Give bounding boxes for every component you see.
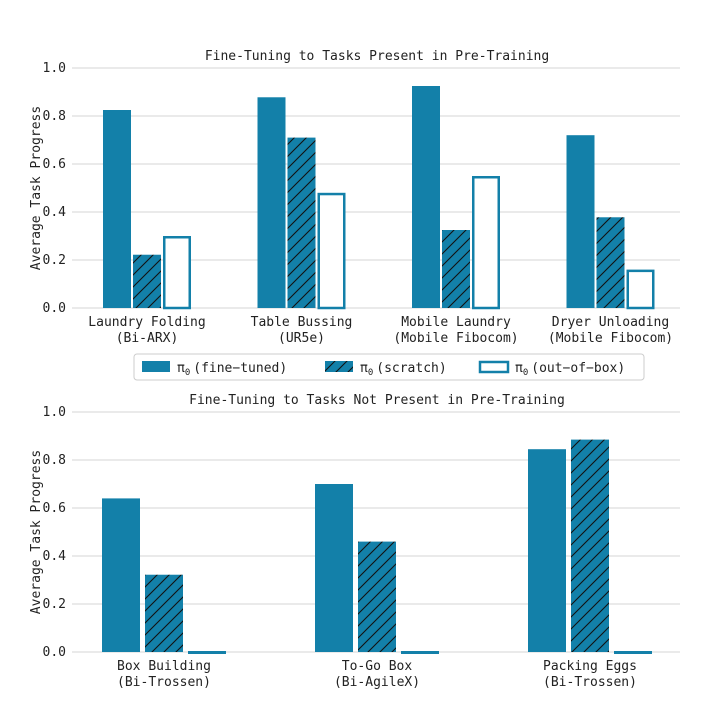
- bottom-bar-hatched: [145, 574, 183, 652]
- bottom-ytick-label: 0.8: [43, 453, 66, 468]
- top-category-label: (Mobile Fibocom): [548, 331, 673, 346]
- top-ytick-label: 0.0: [43, 301, 66, 316]
- bottom-bar-solid: [102, 498, 140, 652]
- top-category-label: Dryer Unloading: [552, 315, 669, 330]
- bottom-ytick-label: 1.0: [43, 405, 66, 420]
- bottom-category-label: Box Building: [117, 659, 211, 674]
- top-y-axis-label: Average Task Progress: [29, 106, 44, 270]
- bottom-ytick-label: 0.6: [43, 501, 66, 516]
- top-category-label: (Bi-ARX): [116, 331, 179, 346]
- bottom-category-label: Packing Eggs: [543, 659, 637, 674]
- bottom-ytick-label: 0.4: [43, 549, 67, 564]
- legend-swatch-scratch: [325, 361, 353, 372]
- legend: π0 (fine−tuned) π0 (scratch) π0 (out−of−box…: [133, 353, 645, 381]
- top-bar-outline: [163, 236, 191, 310]
- legend-label-fine-tuned: π0 (fine−tuned): [177, 361, 287, 378]
- bottom-category-label: (Bi-Trossen): [117, 675, 211, 690]
- top-bar-outline: [626, 269, 655, 310]
- chart-top-title: Fine-Tuning to Tasks Present in Pre-Trai…: [205, 49, 549, 64]
- chart-bottom: Fine-Tuning to Tasks Not Present in Pre-…: [29, 393, 680, 690]
- legend-label-scratch: π0 (scratch): [360, 361, 447, 378]
- top-ytick-label: 0.2: [43, 253, 66, 268]
- top-category-label: Table Bussing: [251, 315, 353, 330]
- top-category-label: (Mobile Fibocom): [393, 331, 518, 346]
- bottom-category-label: (Bi-AgileX): [334, 675, 420, 690]
- chart-bottom-plot: 0.0 0.2 0.4 0.6 0.8 1.0 Average Task Progress B…: [29, 405, 680, 690]
- bottom-bar-outline: [401, 651, 439, 654]
- top-bar-outline: [472, 176, 500, 310]
- chart-bottom-title: Fine-Tuning to Tasks Not Present in Pre-…: [189, 393, 565, 408]
- top-bar-hatched: [596, 217, 625, 308]
- top-ytick-label: 0.8: [43, 109, 66, 124]
- bottom-bar-hatched: [358, 541, 396, 652]
- bottom-category-label: (Bi-Trossen): [543, 675, 637, 690]
- top-category-label: Mobile Laundry: [401, 315, 511, 330]
- top-bar-solid: [412, 86, 440, 308]
- top-bar-solid: [257, 97, 286, 308]
- top-category-label: Laundry Folding: [88, 315, 205, 330]
- chart-top-plot: 0.0 0.2 0.4 0.6 0.8 1.0 Average Task Progress L…: [29, 61, 680, 346]
- legend-swatch-out-of-box: [478, 360, 510, 374]
- bottom-ytick-label: 0.0: [43, 645, 66, 660]
- top-ytick-label: 1.0: [43, 61, 66, 76]
- legend-swatch-fine-tuned: [142, 361, 170, 372]
- top-category-label: (UR5e): [278, 331, 325, 346]
- legend-label-out-of-box: π0 (out−of−box): [515, 361, 625, 378]
- bottom-category-label: To-Go Box: [342, 659, 413, 674]
- bottom-bar-hatched: [571, 439, 609, 652]
- bottom-bar-solid: [315, 484, 353, 652]
- bottom-bar-outline: [614, 651, 652, 654]
- top-bar-solid: [103, 110, 131, 308]
- bottom-bar-solid: [528, 449, 566, 652]
- top-bar-hatched: [287, 137, 316, 308]
- bottom-y-axis-label: Average Task Progress: [29, 450, 44, 614]
- legend-frame: [133, 353, 645, 381]
- bottom-ytick-label: 0.2: [43, 597, 66, 612]
- top-ytick-label: 0.4: [43, 205, 67, 220]
- top-bar-solid: [566, 135, 595, 308]
- top-bar-hatched: [133, 254, 161, 308]
- top-bar-outline: [317, 192, 346, 310]
- chart-top: Fine-Tuning to Tasks Present in Pre-Trai…: [29, 49, 680, 346]
- bottom-bar-outline: [188, 651, 226, 654]
- top-bar-hatched: [442, 230, 470, 308]
- top-ytick-label: 0.6: [43, 157, 66, 172]
